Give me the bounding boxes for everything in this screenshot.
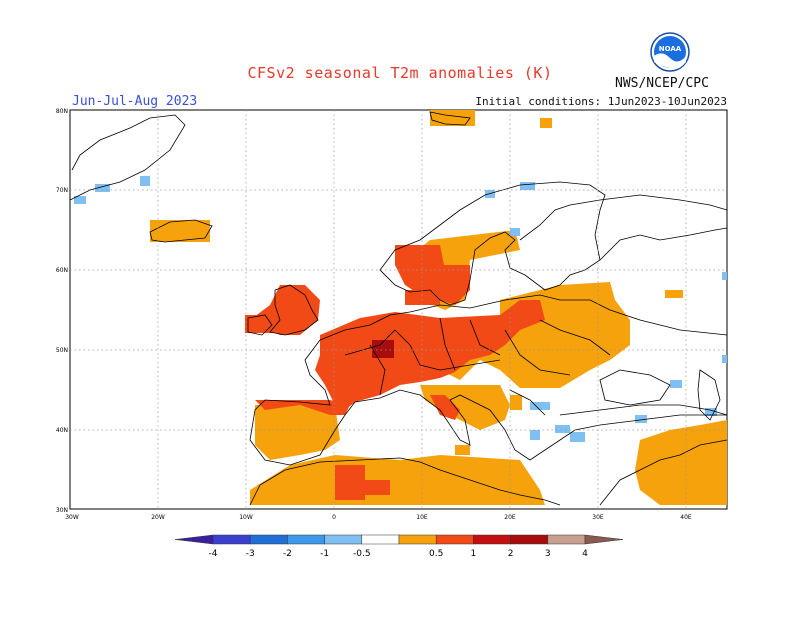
lon-tick: 10W: [239, 514, 253, 521]
lon-tick: 10E: [416, 514, 428, 521]
lat-ticks: 80N 70N 60N 50N 40N 30N: [56, 108, 68, 514]
lon-tick: 30E: [592, 514, 604, 521]
coastlines: [69, 111, 728, 506]
chart-title: CFSv2 seasonal T2m anomalies (K): [247, 64, 553, 82]
lat-tick: 30N: [56, 507, 68, 514]
noaa-logo: NOAA: [650, 32, 690, 72]
lon-ticks: 30W 20W 10W 0 10E 20E 30E 40E: [65, 514, 692, 521]
anomaly-shading: [74, 110, 727, 505]
lat-tick: 40N: [56, 427, 68, 434]
lon-tick: 40E: [680, 514, 692, 521]
agency-label: NWS/NCEP/CPC: [615, 76, 709, 91]
initial-conditions-label: Initial conditions: 1Jun2023-10Jun2023: [475, 95, 727, 108]
lat-tick: 50N: [56, 347, 68, 354]
lon-tick: 30W: [65, 514, 79, 521]
lat-tick: 60N: [56, 267, 68, 274]
logo-text: NOAA: [659, 45, 682, 53]
map-frame: [69, 109, 728, 510]
lon-tick: 20E: [504, 514, 516, 521]
lon-tick: 0: [332, 514, 336, 521]
graticule: [70, 110, 727, 509]
lat-tick: 80N: [56, 108, 68, 115]
lat-tick: 70N: [56, 187, 68, 194]
season-label: Jun-Jul-Aug 2023: [72, 94, 198, 109]
lon-tick: 20W: [151, 514, 165, 521]
